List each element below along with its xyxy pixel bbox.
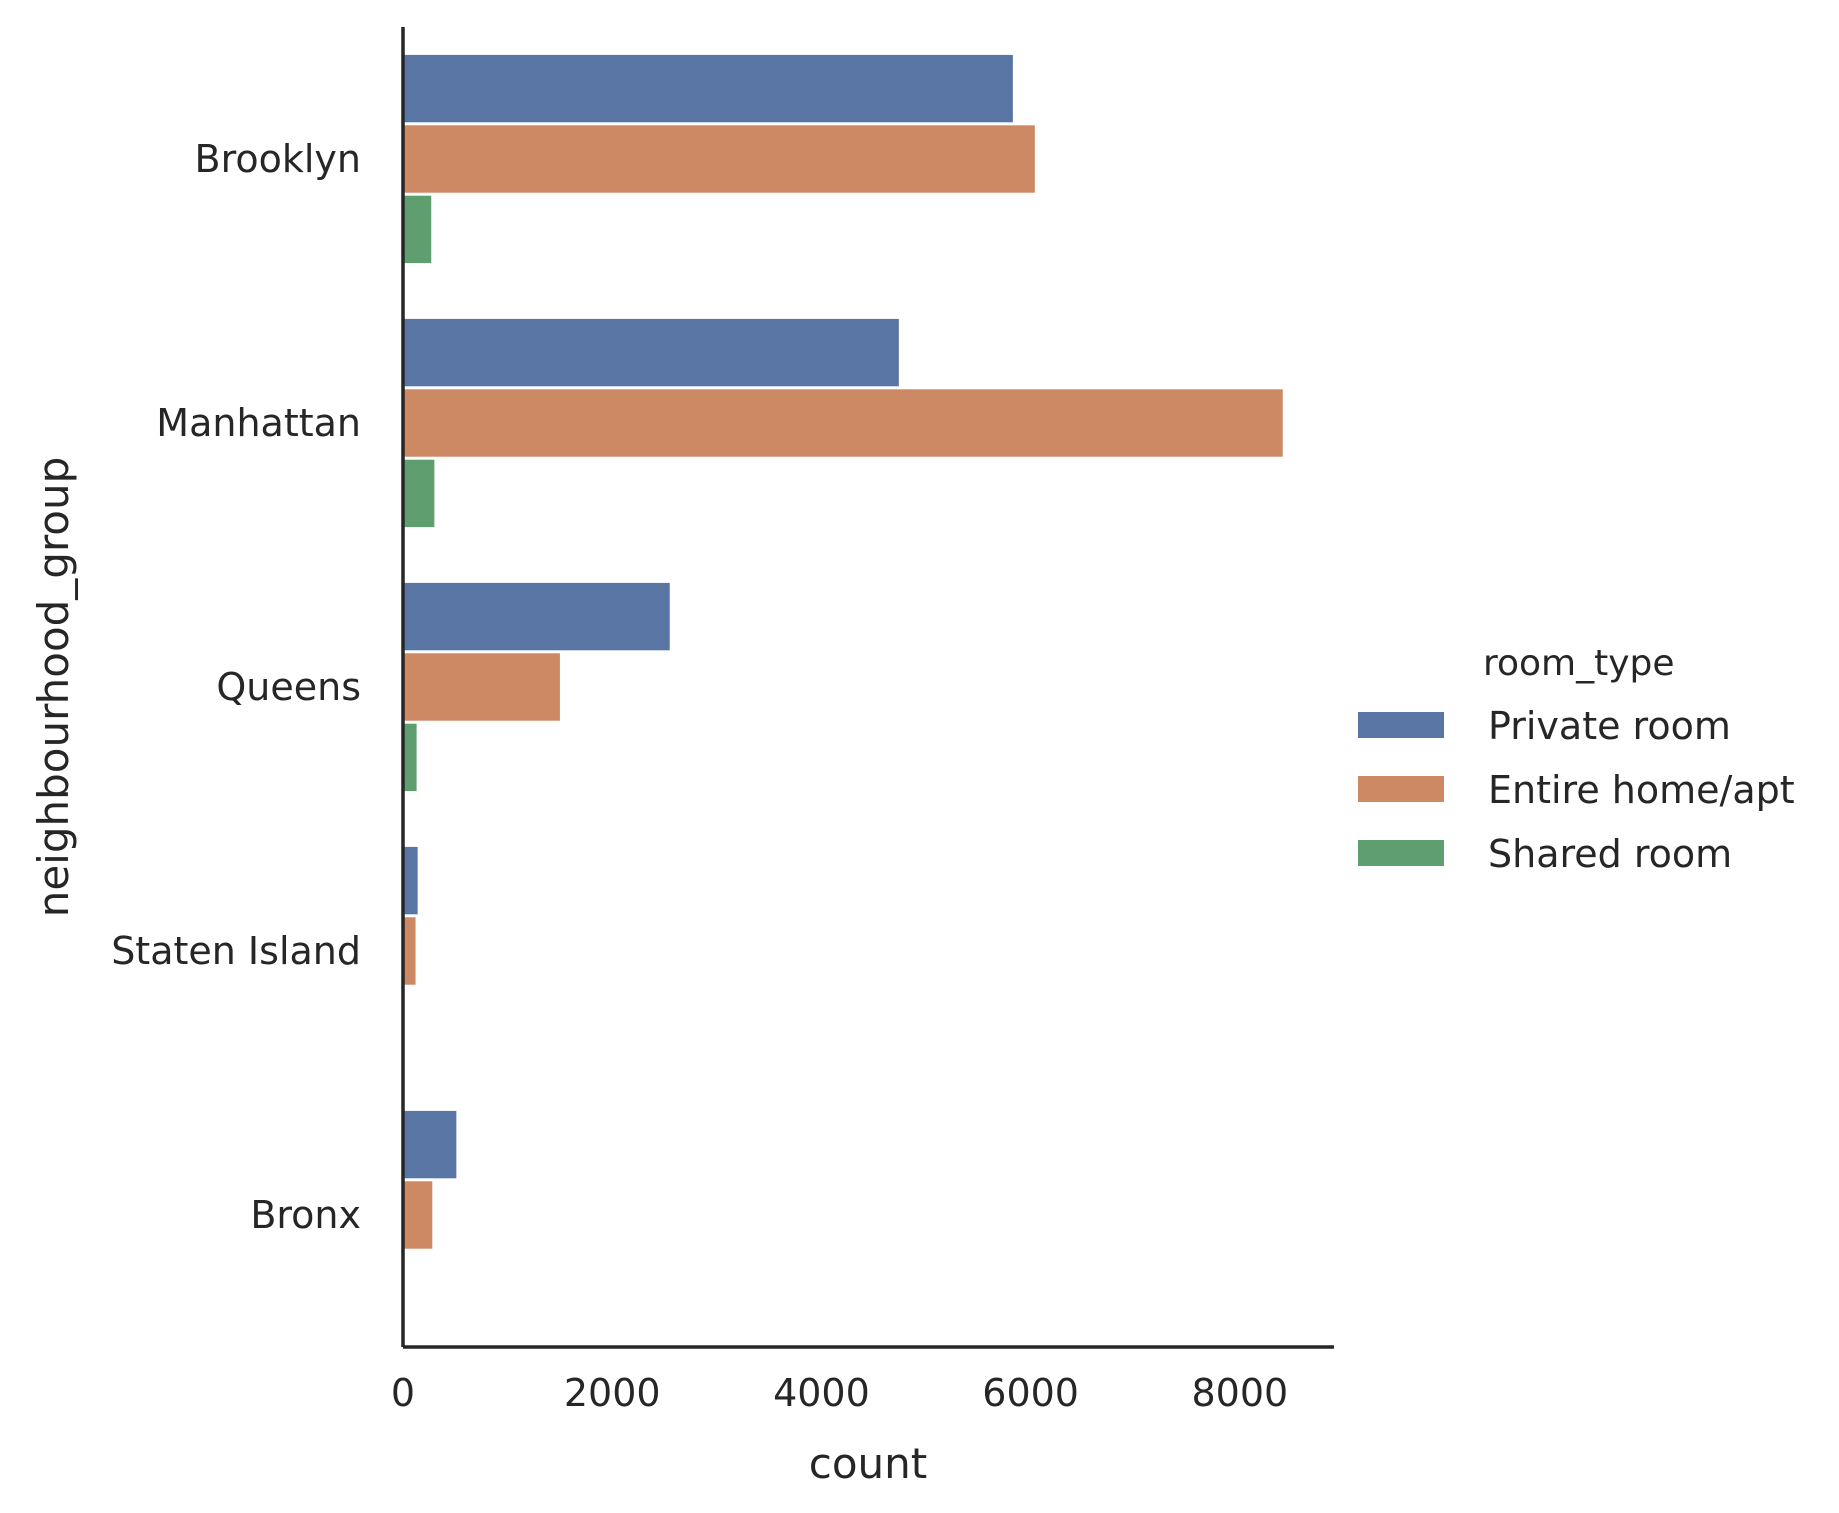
bar-brooklyn-shared-room — [403, 195, 432, 264]
y-category-labels: Brooklyn Manhattan Queens Staten Island Bron… — [111, 137, 361, 1237]
bar-staten-island-private-room — [403, 846, 418, 915]
category-label: Brooklyn — [195, 137, 362, 181]
bar-staten-island-entire-home-apt — [403, 917, 416, 985]
legend-swatch — [1358, 776, 1444, 802]
x-tick-label: 6000 — [982, 1371, 1079, 1415]
bar-queens-shared-room — [403, 723, 417, 792]
bar-brooklyn-entire-home-apt — [403, 125, 1035, 193]
x-tick-labels: 0 2000 4000 6000 8000 — [391, 1371, 1288, 1415]
bar-bronx-entire-home-apt — [403, 1181, 433, 1249]
legend-entry-label: Private room — [1488, 704, 1731, 748]
x-axis-label: count — [809, 1439, 928, 1488]
bar-queens-entire-home-apt — [403, 653, 560, 721]
bars-group — [403, 54, 1283, 1249]
x-tick-label: 4000 — [773, 1371, 870, 1415]
category-label: Bronx — [250, 1193, 361, 1237]
category-label: Manhattan — [156, 401, 361, 445]
x-tick-label: 0 — [391, 1371, 415, 1415]
bar-manhattan-private-room — [403, 318, 899, 387]
legend-swatch — [1358, 712, 1444, 738]
x-tick-label: 2000 — [564, 1371, 661, 1415]
bar-manhattan-shared-room — [403, 459, 435, 528]
legend-entry-label: Entire home/apt — [1488, 768, 1795, 812]
bar-manhattan-entire-home-apt — [403, 389, 1283, 457]
bar-bronx-private-room — [403, 1110, 457, 1179]
bar-queens-private-room — [403, 582, 670, 651]
category-label: Staten Island — [111, 929, 361, 973]
legend-entry-label: Shared room — [1488, 832, 1732, 876]
bar-brooklyn-private-room — [403, 54, 1013, 123]
category-label: Queens — [216, 665, 361, 709]
y-axis-label: neighbourhood_group — [29, 457, 78, 918]
x-tick-label: 8000 — [1191, 1371, 1288, 1415]
legend-title: room_type — [1483, 643, 1675, 684]
legend-swatch — [1358, 840, 1444, 866]
legend: room_type Private room Entire home/apt Sha… — [1358, 643, 1795, 876]
